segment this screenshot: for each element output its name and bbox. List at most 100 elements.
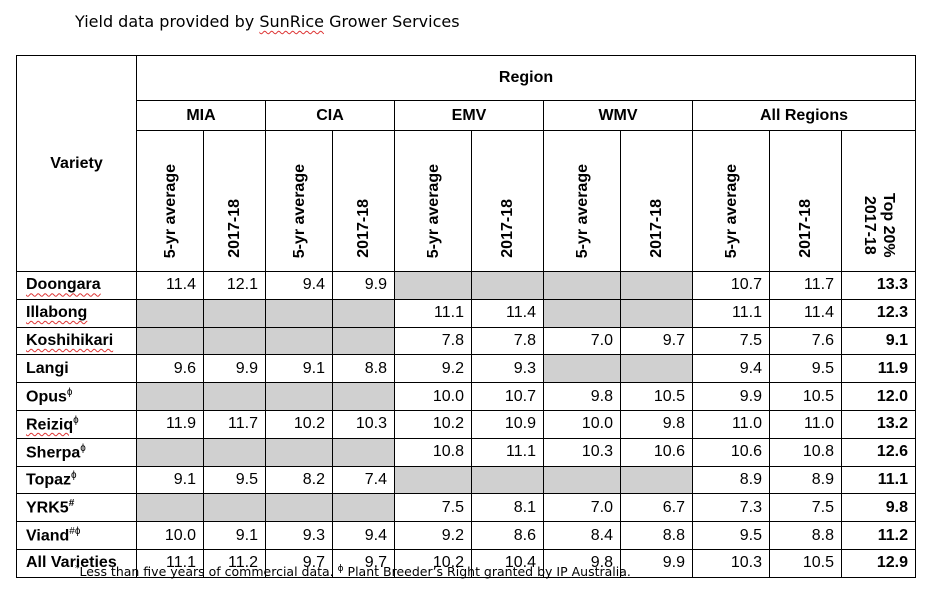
table-cell: 9.7 — [265, 548, 333, 578]
table-row: Viand#ɸ 10.0 9.1 9.3 9.4 9.2 8.6 8.4 8.8 9.5 8.8 11… — [16, 521, 916, 550]
empty-cell — [265, 382, 333, 411]
table-cell: 7.5 — [769, 493, 842, 523]
table-cell: 9.2 — [394, 354, 472, 384]
empty-cell — [136, 493, 204, 523]
table-cell: 11.4 — [136, 271, 204, 300]
caption-text-end: Grower Services — [323, 12, 460, 31]
empty-cell — [471, 465, 544, 495]
table-cell: 7.6 — [769, 326, 842, 356]
col-2017-18: 2017-18 — [332, 130, 395, 272]
variety-mark: ɸ — [80, 442, 86, 454]
table-cell: 12.6 — [841, 437, 916, 467]
col-2017-18-top-20: 2017-18 Top 20% — [841, 130, 916, 272]
col-5yr-average: 5-yr average — [692, 130, 770, 272]
empty-cell — [543, 298, 621, 328]
table-cell: 13.3 — [841, 271, 916, 300]
table-cell: 11.9 — [136, 409, 204, 439]
table-cell: 8.1 — [471, 493, 544, 523]
table-row: All Varieties 11.1 11.2 9.7 9.7 10.2 10.4 9.8 9.… — [16, 548, 916, 578]
variety-mark: ɸ — [66, 386, 73, 398]
empty-cell — [265, 326, 333, 356]
table-cell: 11.7 — [769, 271, 842, 300]
col-2017-18: 2017-18 — [203, 130, 266, 272]
empty-cell — [332, 298, 395, 328]
table-cell: 11.1 — [136, 548, 204, 578]
empty-cell — [543, 354, 621, 384]
empty-cell — [620, 298, 693, 328]
table-row: Opusɸ 10.0 10.7 9.8 10.5 9.9 10.5 12.0 — [16, 382, 916, 411]
empty-cell — [471, 271, 544, 300]
table-cell: 9.7 — [620, 326, 693, 356]
col-5yr-average: 5-yr average — [543, 130, 621, 272]
table-cell: 11.0 — [692, 409, 770, 439]
table-row: Koshihikari 7.8 7.8 7.0 9.7 7.5 7.6 9.1 — [16, 326, 916, 356]
col-2017-18: 2017-18 — [620, 130, 693, 272]
table-cell: 9.9 — [203, 354, 266, 384]
table-cell: 9.8 — [620, 409, 693, 439]
empty-cell — [332, 382, 395, 411]
table-cell: 11.1 — [471, 437, 544, 467]
region-wmv: WMV — [543, 100, 693, 131]
empty-cell — [543, 465, 621, 495]
table-cell: 12.3 — [841, 298, 916, 328]
table-cell: 7.3 — [692, 493, 770, 523]
empty-cell — [543, 271, 621, 300]
table-cell: 10.4 — [471, 548, 544, 578]
table-cell: 10.2 — [394, 409, 472, 439]
empty-cell — [394, 271, 472, 300]
col-5yr-average: 5-yr average — [265, 130, 333, 272]
table-cell: 9.1 — [265, 354, 333, 384]
col-2017-18: 2017-18 — [769, 130, 842, 272]
empty-cell — [136, 298, 204, 328]
table-cell: 12.9 — [841, 548, 916, 578]
table-cell: 9.1 — [203, 521, 266, 550]
table-cell: 10.5 — [620, 382, 693, 411]
empty-cell — [620, 271, 693, 300]
empty-cell — [620, 465, 693, 495]
empty-cell — [203, 493, 266, 523]
table-cell: 10.0 — [394, 382, 472, 411]
table-cell: 9.9 — [620, 548, 693, 578]
variety-mark: # — [68, 498, 75, 510]
variety-name: Viand#ɸ — [16, 521, 137, 550]
table-cell: 8.9 — [769, 465, 842, 495]
table-cell: 10.8 — [394, 437, 472, 467]
col-2017-18: 2017-18 — [471, 130, 544, 272]
table-cell: 11.1 — [394, 298, 472, 328]
table-cell: 9.1 — [841, 326, 916, 356]
table-cell: 8.8 — [769, 521, 842, 550]
table-cell: 9.3 — [265, 521, 333, 550]
table-cell: 9.4 — [692, 354, 770, 384]
table-row: Langi 9.6 9.9 9.1 8.8 9.2 9.3 9.4 9.5 11.9 — [16, 354, 916, 384]
empty-cell — [203, 382, 266, 411]
region-mia: MIA — [136, 100, 266, 131]
table-cell: 10.3 — [543, 437, 621, 467]
table-cell: 9.8 — [543, 382, 621, 411]
table-cell: 6.7 — [620, 493, 693, 523]
col-5yr-average: 5-yr average — [136, 130, 204, 272]
empty-cell — [394, 465, 472, 495]
table-cell: 10.0 — [136, 521, 204, 550]
table-cell: 10.6 — [620, 437, 693, 467]
table-cell: 10.3 — [692, 548, 770, 578]
variety-mark: ɸ — [71, 470, 77, 482]
table-cell: 8.6 — [471, 521, 544, 550]
empty-cell — [136, 437, 204, 467]
region-emv: EMV — [394, 100, 544, 131]
variety-name: Sherpaɸ — [16, 437, 137, 467]
region-all-regions: All Regions — [692, 100, 916, 131]
table-cell: 7.0 — [543, 493, 621, 523]
table-cell: 7.4 — [332, 465, 395, 495]
table-cell: 9.4 — [332, 521, 395, 550]
table-cell: 10.9 — [471, 409, 544, 439]
variety-name: YRK5# — [16, 493, 137, 523]
table-cell: 10.5 — [769, 382, 842, 411]
table-cell: 8.9 — [692, 465, 770, 495]
variety-name: Reiziqɸ — [16, 409, 137, 439]
empty-cell — [136, 382, 204, 411]
table-cell: 9.9 — [692, 382, 770, 411]
table-cell: 10.7 — [471, 382, 544, 411]
variety-name: Langi — [16, 354, 137, 384]
table-row: Doongara 11.4 12.1 9.4 9.9 10.7 11.7 13.3 — [16, 271, 916, 300]
table-cell: 9.9 — [332, 271, 395, 300]
